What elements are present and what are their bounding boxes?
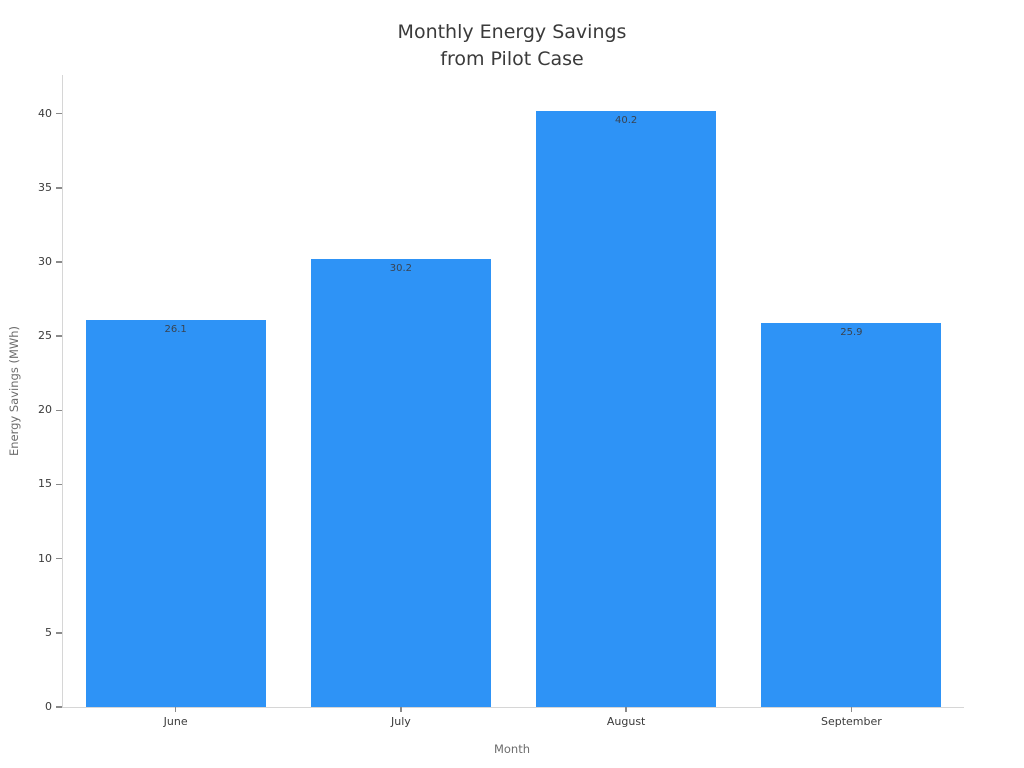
x-tick-mark [850, 707, 853, 712]
bar-value-label: 26.1 [164, 323, 187, 335]
y-tick-mark [56, 483, 62, 486]
x-tick-mark [400, 707, 402, 712]
bar-september: 25.9 [761, 322, 942, 707]
y-tick-label: 10 [38, 551, 52, 565]
y-tick-label: 40 [38, 106, 52, 120]
bar-value-label: 40.2 [614, 114, 638, 126]
y-axis-label: Energy Savings (MWh) [7, 325, 21, 457]
chart-title: Monthly Energy Savings from Pilot Case [0, 19, 1024, 73]
plot-area: 0 5 10 15 20 25 30 35 40 26.1 June 30.2 July 40.2 Augu… [38, 75, 964, 728]
y-tick-mark [56, 112, 62, 115]
bar-august: 40.2 [536, 110, 717, 707]
x-tick-mark [174, 707, 177, 712]
y-tick-mark [56, 706, 62, 708]
x-tick-label-july: July [390, 715, 411, 728]
y-tick-label: 20 [38, 403, 52, 417]
x-tick-mark [625, 707, 627, 712]
y-tick-label: 0 [45, 700, 52, 714]
y-tick-mark [56, 335, 62, 337]
bar-value-label: 25.9 [840, 326, 863, 338]
y-tick-label: 15 [38, 477, 52, 491]
y-tick-mark [56, 409, 62, 412]
y-tick-mark [56, 187, 62, 189]
bar-june: 26.1 [85, 319, 266, 707]
y-tick-label: 35 [38, 180, 52, 194]
y-tick-label: 5 [45, 626, 52, 640]
x-tick-label-august: August [606, 715, 646, 728]
y-tick-label: 30 [38, 255, 52, 269]
y-tick-mark [56, 557, 62, 560]
chart-title-line-1: Monthly Energy Savings [397, 21, 627, 43]
y-tick-mark [56, 261, 62, 263]
x-tick-label-september: September [820, 715, 882, 728]
x-tick-label-june: June [163, 715, 188, 728]
bar-value-label: 30.2 [389, 262, 412, 274]
chart-title-line-2: from Pilot Case [440, 48, 584, 70]
x-axis-label: Month [493, 742, 531, 756]
y-tick-label: 25 [38, 329, 52, 343]
bar-july: 30.2 [310, 258, 491, 707]
y-tick-mark [56, 632, 62, 634]
